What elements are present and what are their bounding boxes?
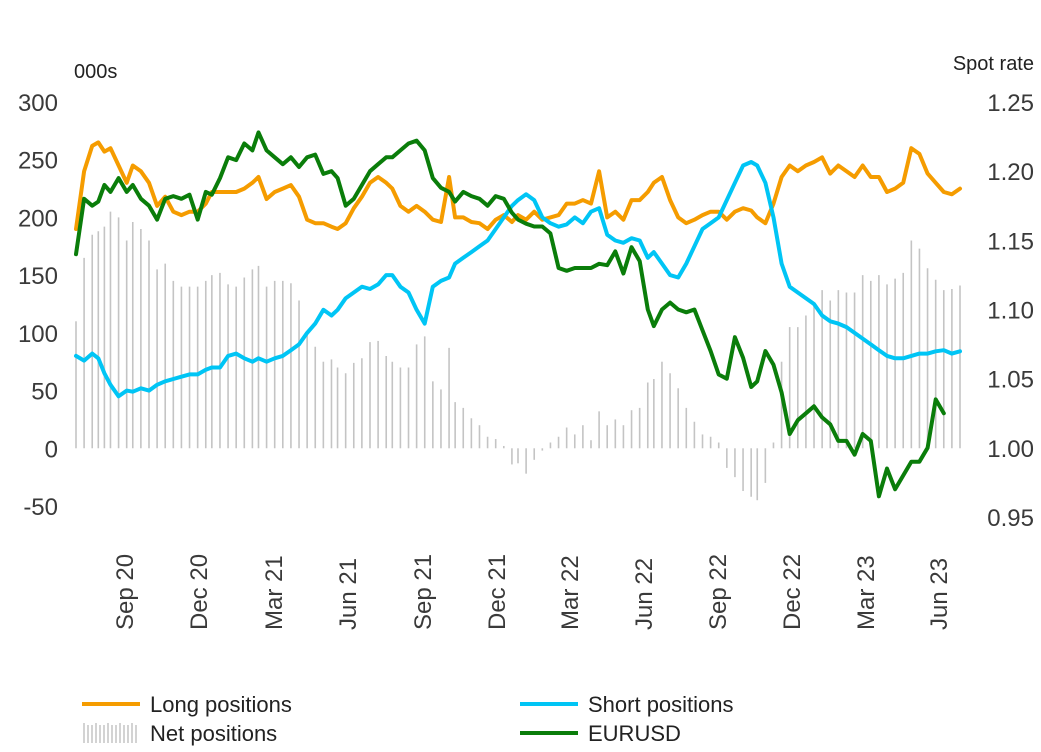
x-tick-label: Jun 21 (335, 558, 362, 630)
x-axis-ticks: Sep 20 Dec 20 Mar 21 Jun 21 Sep 21 Dec 21 Mar … (112, 554, 953, 630)
x-tick-label: Mar 22 (557, 555, 584, 630)
x-tick-label: Mar 21 (261, 555, 288, 630)
series-lines (74, 130, 962, 499)
left-axis-ticks: 300 250 200 150 100 50 0 -50 (18, 90, 58, 521)
x-tick-label: Jun 23 (926, 558, 953, 630)
left-tick-label: 100 (18, 321, 58, 348)
legend-item: EURUSD (520, 721, 681, 746)
net-positions-bars (75, 211, 961, 501)
x-tick-label: Jun 22 (631, 558, 658, 630)
left-tick-label: 150 (18, 263, 58, 290)
legend-label: Long positions (150, 692, 292, 717)
left-tick-label: 300 (18, 90, 58, 117)
x-tick-label: Sep 20 (112, 554, 139, 630)
legend: Long positions Short positions Net positio… (82, 692, 734, 746)
right-tick-label: 1.05 (987, 367, 1034, 394)
right-tick-label: 0.95 (987, 505, 1034, 532)
x-tick-label: Dec 20 (186, 554, 213, 630)
right-tick-label: 1.10 (987, 298, 1034, 325)
legend-item: Net positions (83, 721, 277, 746)
legend-label: Net positions (150, 721, 277, 746)
right-tick-label: 1.20 (987, 159, 1034, 186)
right-axis-unit-label: Spot rate (953, 53, 1034, 75)
left-tick-label: 0 (45, 436, 58, 463)
x-tick-label: Dec 21 (484, 554, 511, 630)
long-positions-line (74, 140, 962, 231)
legend-item: Short positions (520, 692, 734, 717)
left-axis-unit-label: 000s (74, 61, 117, 83)
left-tick-label: -50 (23, 494, 58, 521)
left-tick-label: 200 (18, 205, 58, 232)
short-positions-line (74, 160, 962, 399)
legend-item: Long positions (82, 692, 292, 717)
x-tick-label: Mar 23 (853, 555, 880, 630)
legend-label: Short positions (588, 692, 734, 717)
left-tick-label: 50 (31, 379, 58, 406)
right-tick-label: 1.25 (987, 90, 1034, 117)
x-tick-label: Dec 22 (779, 554, 806, 630)
legend-label: EURUSD (588, 721, 681, 746)
right-axis-ticks: 1.25 1.20 1.15 1.10 1.05 1.00 0.95 (987, 90, 1034, 532)
eurusd-line (74, 130, 946, 499)
x-tick-label: Sep 22 (705, 554, 732, 630)
x-tick-label: Sep 21 (410, 554, 437, 630)
left-tick-label: 250 (18, 148, 58, 175)
right-tick-label: 1.15 (987, 228, 1034, 255)
right-tick-label: 1.00 (987, 436, 1034, 463)
